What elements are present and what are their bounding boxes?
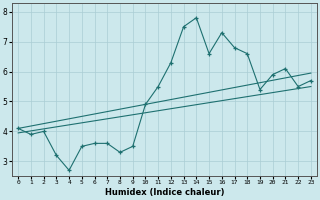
X-axis label: Humidex (Indice chaleur): Humidex (Indice chaleur) [105,188,224,197]
